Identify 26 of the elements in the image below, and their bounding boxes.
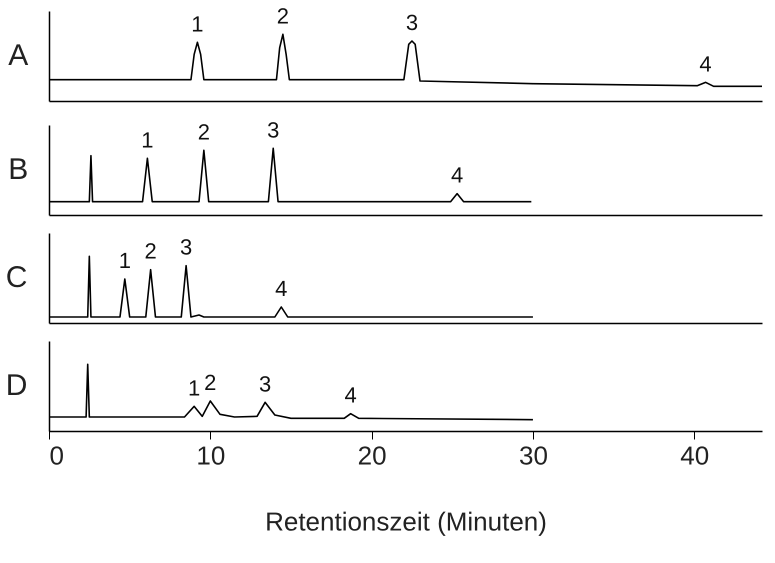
annotation: 1 xyxy=(141,127,154,152)
annotation: 4 xyxy=(275,276,288,301)
annotation: 2 xyxy=(276,3,290,28)
annotation: 2 xyxy=(204,370,216,395)
annotation: 4 xyxy=(699,51,712,76)
annotation: 3 xyxy=(267,117,280,142)
chart-title: C xyxy=(6,261,28,294)
annotation: 3 xyxy=(406,10,418,35)
x-tick-label: 20 xyxy=(358,440,387,470)
annotation: 3 xyxy=(180,234,192,260)
annotation: 4 xyxy=(344,382,357,408)
annotation: 4 xyxy=(450,162,464,188)
x-axis-title: Retentionszeit (Minuten) xyxy=(265,506,547,536)
x-tick-label: 40 xyxy=(680,440,710,470)
annotation: 2 xyxy=(198,119,210,144)
annotation: 1 xyxy=(188,375,200,400)
chart-title: D xyxy=(6,369,28,402)
chart-title: A xyxy=(8,39,28,72)
x-tick-label: 10 xyxy=(196,440,226,470)
annotation: 3 xyxy=(259,371,272,396)
annotation: 2 xyxy=(144,238,157,264)
annotation: 1 xyxy=(118,248,131,273)
chart-title: B xyxy=(8,153,28,186)
x-tick-label: 30 xyxy=(518,440,548,470)
x-tick-label: 0 xyxy=(50,440,64,470)
annotation: 1 xyxy=(191,11,204,36)
